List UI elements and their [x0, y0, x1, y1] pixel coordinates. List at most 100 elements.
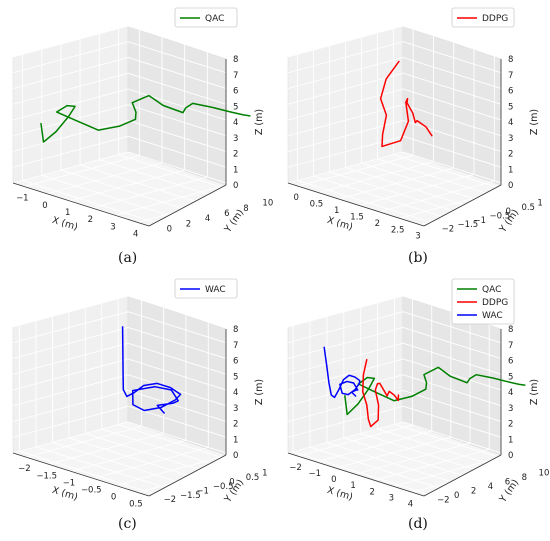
x-axis-label: X (m)	[51, 215, 79, 233]
gridline-y	[35, 446, 173, 491]
x-tick-label: 0	[111, 492, 116, 502]
x-tick-label: 3	[389, 493, 394, 503]
y-tick-label: 8	[243, 204, 248, 214]
z-tick-label: 8	[233, 325, 238, 335]
z-tick-label: 6	[508, 357, 513, 367]
gridline-z	[287, 104, 540, 149]
gridline-x	[48, 432, 164, 465]
caption-c: (c)	[118, 516, 137, 532]
gridline-z	[12, 358, 265, 403]
y-axis-line	[423, 454, 502, 497]
x-tick-label: −1	[308, 469, 321, 479]
gridline-x	[114, 183, 231, 216]
x-tick-label: 3	[110, 222, 115, 232]
x-tick-label: 1	[65, 208, 70, 218]
z-tick-label: 5	[233, 102, 238, 112]
z-tick-label: 7	[233, 341, 238, 351]
z-tick-label: 0	[508, 451, 513, 461]
series-line-qac	[344, 366, 526, 416]
gridline-z	[287, 390, 540, 434]
gridline-z	[287, 151, 540, 196]
gridline-z	[12, 311, 265, 356]
gridline-x	[26, 425, 142, 458]
gridline-z	[12, 421, 265, 466]
gridline-x	[412, 460, 528, 493]
gridline-y	[377, 158, 514, 203]
x-tick-label: 1.5	[350, 212, 364, 222]
z-axis-label: Z (m)	[529, 109, 540, 135]
z-tick-label: 8	[508, 325, 513, 335]
y-tick-label: −1	[474, 216, 487, 226]
y-tick-label: 2	[186, 219, 191, 229]
gridline-z	[287, 295, 540, 340]
legend-label-wac: WAC	[205, 285, 226, 295]
z-tick-label: 5	[233, 372, 238, 382]
z-tick-label: 8	[233, 55, 238, 65]
y-tick-label: −0.5	[213, 482, 234, 492]
chart-panel-d: −2 −1 0 1 2 3 4 −2 0 2 4 6 8 10 0 1 2 3 4 5 6 7 8 X (m) Y (m) Z (…	[275, 270, 550, 540]
gridline-x	[393, 454, 509, 487]
y-axis-line	[148, 184, 227, 227]
x-tick-label: 2.5	[391, 225, 405, 235]
gridline-y	[292, 451, 430, 496]
gridline-z	[12, 342, 265, 387]
y-tick-label: 0.5	[246, 473, 260, 483]
gridline-z	[287, 25, 540, 70]
z-tick-label: 2	[233, 150, 238, 160]
x-tick-label: −1	[63, 478, 76, 488]
legend-box	[451, 278, 515, 325]
z-tick-label: 1	[508, 435, 513, 445]
z-tick-label: 0	[233, 181, 238, 191]
y-axis-line	[423, 184, 502, 227]
x-tick-label: 4	[133, 229, 138, 239]
caption-b: (b)	[408, 250, 428, 266]
z-tick-label: 1	[233, 435, 238, 445]
gridline-x	[137, 190, 253, 223]
x-tick-label: −2	[18, 464, 31, 474]
gridline-y	[377, 428, 514, 473]
x-tick-label: 2	[88, 215, 93, 225]
x-tick-label: −1.5	[36, 471, 57, 481]
gridline-z	[12, 295, 265, 340]
gridline-z	[12, 327, 265, 371]
z-tick-label: 6	[508, 87, 513, 97]
plot-b: 00.511.522.53−2 −1.5−1 −0.50 0.5 1012345678X…	[287, 7, 543, 242]
z-tick-label: 2	[233, 420, 238, 430]
z-tick-label: 4	[233, 388, 238, 398]
gridline-x	[354, 442, 471, 475]
gridline-y	[345, 167, 482, 211]
y-tick-label: 0	[505, 207, 510, 217]
gridline-y	[326, 442, 464, 486]
x-tick-label: 0	[42, 201, 47, 211]
gridline-z	[12, 41, 265, 86]
gridline-x	[46, 162, 163, 195]
gridline-x	[93, 446, 209, 479]
x-tick-label: 0	[331, 475, 336, 485]
gridline-y	[118, 424, 255, 469]
gridline-y	[22, 179, 159, 224]
z-tick-label: 1	[233, 165, 238, 175]
gridline-z	[12, 135, 265, 180]
gridline-z	[287, 405, 540, 450]
legend-label-qac: QAC	[205, 14, 224, 24]
y-tick-label: −2	[164, 495, 177, 505]
z-tick-label: 2	[508, 150, 513, 160]
series-line-wac	[121, 326, 182, 414]
gridline-z	[12, 374, 265, 419]
z-tick-label: 7	[508, 341, 513, 351]
gridline-z	[287, 57, 540, 101]
x-axis-line	[12, 182, 150, 227]
y-tick-label: 6	[224, 209, 229, 219]
gridline-y	[60, 169, 198, 214]
y-tick-label: −0.5	[490, 212, 511, 222]
series-line-ddpg	[379, 60, 433, 148]
x-tick-label: −2	[289, 463, 302, 473]
z-axis-label: Z (m)	[254, 109, 265, 135]
gridline-z	[287, 88, 540, 133]
z-tick-label: 5	[508, 102, 513, 112]
legend: QAC DDPG WAC	[451, 278, 515, 325]
x-tick-label: 2	[369, 487, 374, 497]
gridline-z	[12, 120, 265, 164]
z-tick-label: 6	[233, 357, 238, 367]
